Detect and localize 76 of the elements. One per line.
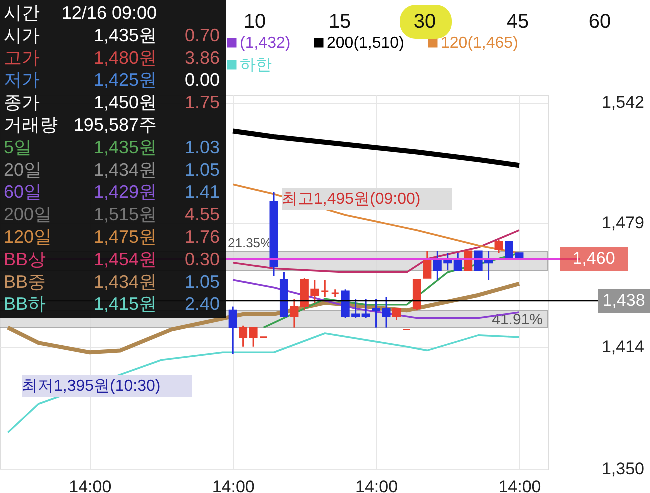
annotation: BB하 bbox=[4, 294, 46, 314]
candlestick bbox=[320, 279, 330, 298]
annotation: 195,587주 bbox=[74, 115, 157, 135]
annotation: 120일 bbox=[4, 227, 52, 247]
annotation: 1.76 bbox=[184, 227, 220, 247]
annotation: 1,435원 bbox=[94, 137, 157, 158]
annotation: 1.05 bbox=[184, 272, 220, 292]
annotation: 60일 bbox=[4, 182, 42, 202]
text: 12/16 09:00 bbox=[62, 3, 157, 23]
legend-label: (1,432) bbox=[240, 35, 291, 52]
annotation: 1,434원 bbox=[94, 272, 157, 292]
text: 45 bbox=[506, 11, 530, 33]
x-tick-label: 14:00 bbox=[498, 478, 542, 493]
annotation: BB상 bbox=[4, 249, 46, 270]
text: 30 bbox=[414, 11, 436, 33]
annotation: 1,415원 bbox=[94, 294, 157, 314]
ref-line-label: 1,438 bbox=[602, 291, 646, 310]
annotation: BB중 bbox=[4, 272, 46, 292]
annotation: 200일 bbox=[4, 204, 52, 225]
annotation: 1.75 bbox=[184, 92, 220, 113]
candlestick bbox=[423, 250, 432, 279]
text: 저가 bbox=[4, 70, 40, 90]
x-tick-label: 14:00 bbox=[69, 478, 112, 493]
annotation: 종가 bbox=[4, 92, 40, 113]
text: 0.70 bbox=[184, 25, 220, 46]
text: 60 bbox=[588, 11, 612, 33]
annotation: 1.03 bbox=[184, 137, 220, 158]
candlestick bbox=[228, 306, 238, 356]
legend-label: 하한 bbox=[240, 57, 272, 74]
annotation: 1,429원 bbox=[94, 182, 157, 202]
candlestick bbox=[372, 298, 381, 329]
candlestick bbox=[239, 325, 248, 348]
annotation: 최저1,395원(10:30) bbox=[22, 378, 161, 395]
annotation: 0.30 bbox=[184, 249, 220, 270]
annotation: 거래량 bbox=[4, 115, 58, 135]
annotation: 최고1,495원(09:00) bbox=[282, 191, 421, 208]
candlestick bbox=[494, 239, 504, 254]
text: 고가 bbox=[4, 48, 40, 68]
annotation: 1.41 bbox=[184, 182, 220, 202]
text: 시가 bbox=[4, 25, 40, 46]
text: 1,435원 bbox=[94, 25, 157, 46]
y-tick-label: 1,414 bbox=[602, 337, 644, 356]
ref-line-label: 1,460 bbox=[572, 249, 616, 268]
candlestick bbox=[290, 298, 299, 329]
text: 0.00 bbox=[184, 70, 220, 90]
x-tick-label: 14:00 bbox=[356, 478, 398, 493]
y-tick-label: 1,350 bbox=[602, 460, 644, 478]
annotation: 20일 bbox=[4, 160, 42, 180]
y-tick-label: 1,542 bbox=[602, 93, 644, 112]
candlestick bbox=[362, 298, 370, 320]
text: 시간 bbox=[4, 3, 40, 23]
text: 3.86 bbox=[184, 48, 220, 68]
candlestick bbox=[249, 327, 258, 348]
candlestick bbox=[392, 308, 401, 321]
annotation: 1.05 bbox=[184, 160, 220, 180]
annotation: 1,515원 bbox=[94, 204, 157, 225]
annotation: 2.40 bbox=[184, 294, 220, 314]
y-tick-label: 1,479 bbox=[602, 213, 644, 232]
candlestick bbox=[464, 250, 473, 272]
annotation: 1,450원 bbox=[94, 92, 157, 113]
legend-label: 200(1,510) bbox=[327, 35, 404, 52]
legend-label: 120(1,465) bbox=[441, 35, 518, 52]
annotation: 1,434원 bbox=[94, 160, 157, 180]
text: 1,480원 bbox=[94, 48, 157, 68]
annotation: 1,475원 bbox=[94, 227, 157, 247]
x-tick-label: 14:00 bbox=[212, 478, 255, 493]
line-series bbox=[7, 332, 520, 434]
text: 15 bbox=[328, 11, 352, 33]
candlestick bbox=[454, 252, 462, 272]
annotation: 5일 bbox=[4, 137, 32, 158]
annotation: 1,454원 bbox=[94, 249, 157, 270]
candlestick bbox=[382, 296, 391, 329]
text: 10 bbox=[244, 11, 266, 33]
band-label: 41.91% bbox=[492, 312, 543, 329]
annotation: 4.55 bbox=[184, 204, 220, 225]
text: 1,425원 bbox=[94, 70, 157, 90]
